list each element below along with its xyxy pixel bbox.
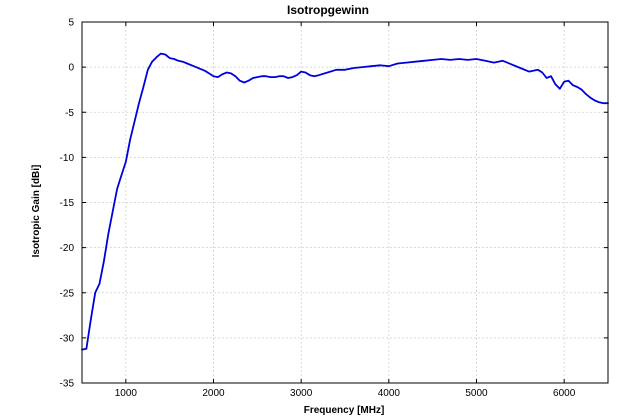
x-tick-label: 2000 [202,388,225,399]
x-tick-label: 1000 [115,388,138,399]
y-tick-label: 5 [68,18,74,29]
y-axis-title: Isotropic Gain [dBi] [31,165,42,258]
x-axis-title: Frequency [MHz] [304,405,385,416]
series-line [81,52,609,351]
x-tick-label: 3000 [290,388,313,399]
y-tick-label: -10 [60,153,75,164]
x-tick-label: 5000 [465,388,488,399]
chart-title: Isotropgewinn [287,3,369,17]
y-tick-label: -35 [60,379,75,390]
x-tick-label: 4000 [378,388,401,399]
y-tick-label: 0 [68,63,74,74]
y-tick-label: -25 [60,288,75,299]
series-layer [81,52,609,351]
tick-layer: 1000 2000 3000 4000 5000 6000 5 0 -5 -10 -15 -20 -25… [60,18,608,399]
y-tick-label: -5 [65,108,74,119]
y-tick-label: -15 [60,198,75,209]
y-tick-label: -20 [60,243,75,254]
x-tick-label: 6000 [553,388,576,399]
y-tick-label: -30 [60,333,75,344]
